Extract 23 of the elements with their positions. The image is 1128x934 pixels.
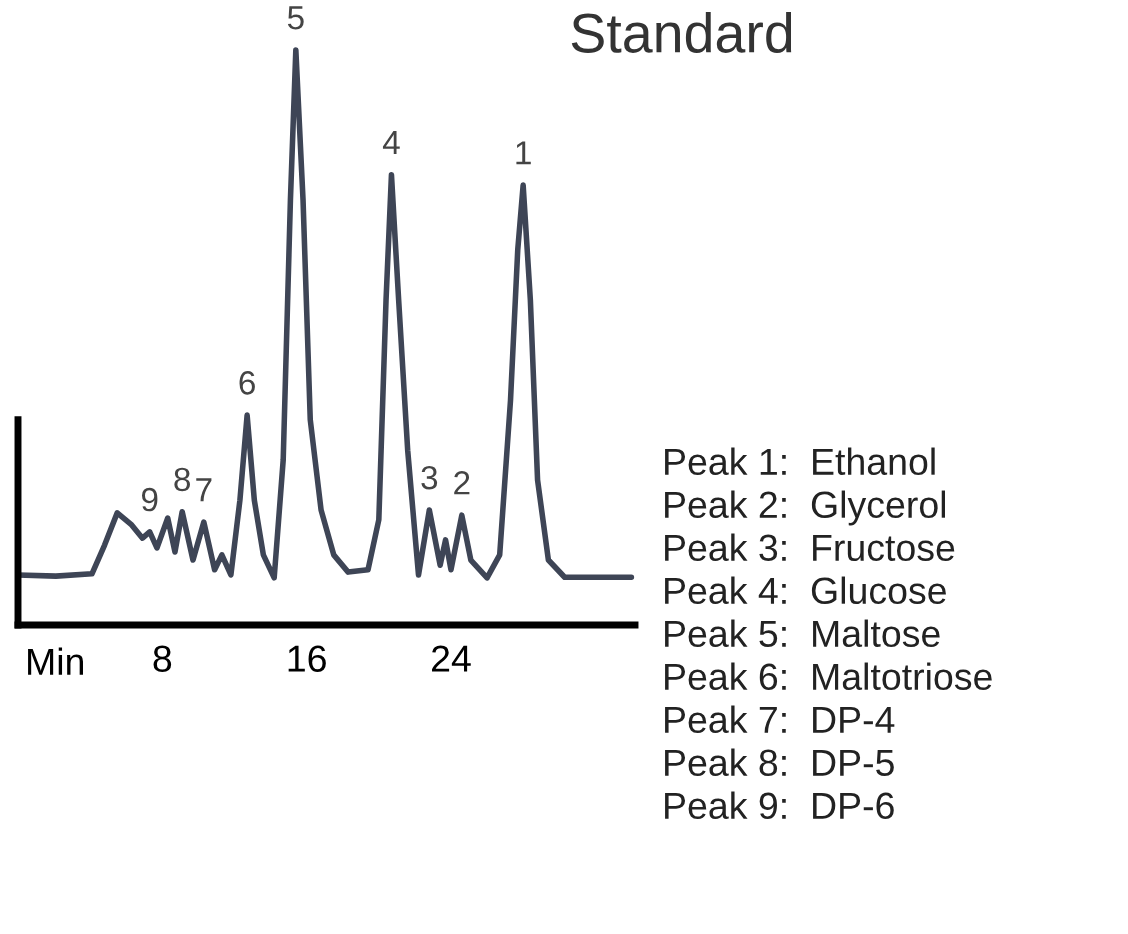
annotation: 6 — [239, 371, 255, 395]
annotation: 1 — [516, 141, 531, 165]
annotation: 4 — [382, 131, 400, 154]
annotation: 5 — [287, 6, 304, 30]
x-tick-label: 8 — [153, 645, 172, 672]
text: Peak 1: Ethanol — [665, 447, 935, 476]
text: Peak 4: Glucose — [665, 576, 946, 605]
x-axis-title: Min — [28, 647, 83, 675]
x-tick-label: 24 — [432, 645, 471, 672]
annotation: 7 — [196, 478, 212, 502]
text: Peak 9: DP-6 — [665, 791, 894, 820]
text: Peak 5: Maltose — [665, 619, 940, 648]
text: Peak 6: Maltotriose — [665, 662, 992, 691]
annotation: 8 — [174, 467, 190, 492]
text: Peak 3: Fructose — [665, 533, 955, 562]
chart-title: Standard — [571, 12, 792, 53]
text: Peak 8: DP-5 — [665, 748, 894, 777]
x-tick-label: 16 — [288, 645, 326, 672]
text: Peak 2: Glycerol — [665, 490, 946, 526]
annotation: 2 — [454, 471, 470, 495]
annotation: 3 — [421, 465, 438, 490]
text: Peak 7: DP-4 — [665, 705, 895, 734]
annotation: 9 — [141, 487, 158, 512]
